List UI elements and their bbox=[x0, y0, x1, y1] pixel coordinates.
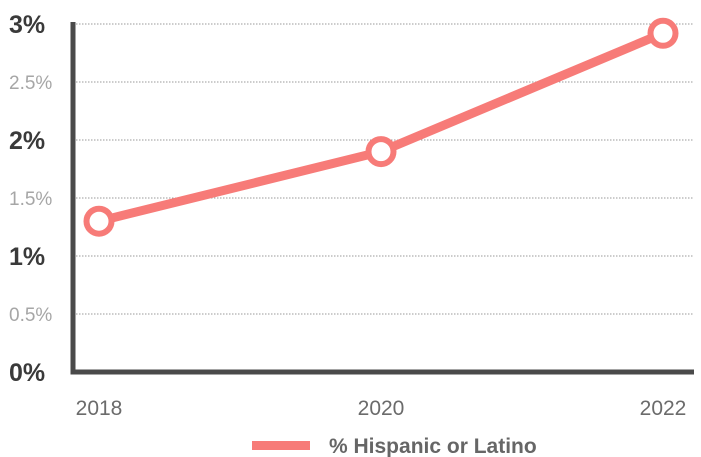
y-tick-label: 2.5% bbox=[9, 73, 52, 94]
y-tick-label: 0.5% bbox=[9, 305, 52, 326]
y-tick-label: 0% bbox=[9, 359, 45, 387]
x-tick-label: 2022 bbox=[640, 397, 687, 420]
series-group bbox=[83, 17, 679, 237]
x-axis-tick-labels: 2018 2020 2022 bbox=[76, 397, 687, 420]
y-tick-label: 1% bbox=[9, 243, 45, 271]
x-tick-label: 2018 bbox=[76, 397, 123, 420]
gridlines bbox=[73, 23, 694, 315]
y-tick-label: 3% bbox=[9, 11, 45, 39]
data-point bbox=[83, 205, 115, 237]
y-tick-label: 2% bbox=[9, 127, 45, 155]
y-axis-tick-labels: 0% 0.5% 1% 1.5% 2% 2.5% 3% bbox=[9, 11, 52, 387]
legend-swatch bbox=[252, 441, 310, 450]
x-tick-label: 2020 bbox=[358, 397, 405, 420]
legend-label: % Hispanic or Latino bbox=[329, 435, 537, 457]
legend: % Hispanic or Latino bbox=[252, 435, 537, 457]
data-point bbox=[365, 136, 397, 168]
series-line bbox=[94, 28, 668, 226]
y-tick-label: 1.5% bbox=[9, 189, 52, 210]
data-point bbox=[647, 17, 679, 49]
